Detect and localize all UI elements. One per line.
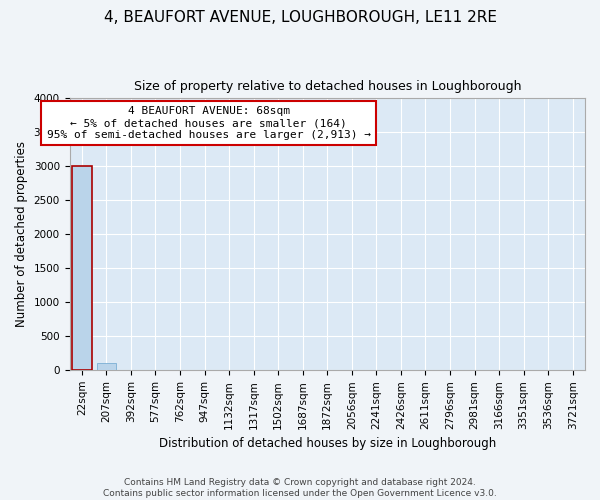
Y-axis label: Number of detached properties: Number of detached properties [15, 142, 28, 328]
Text: 4, BEAUFORT AVENUE, LOUGHBOROUGH, LE11 2RE: 4, BEAUFORT AVENUE, LOUGHBOROUGH, LE11 2… [104, 10, 497, 25]
Text: Contains HM Land Registry data © Crown copyright and database right 2024.
Contai: Contains HM Land Registry data © Crown c… [103, 478, 497, 498]
Bar [72, 166, 92, 370]
Title: Size of property relative to detached houses in Loughborough: Size of property relative to detached ho… [134, 80, 521, 93]
X-axis label: Distribution of detached houses by size in Loughborough: Distribution of detached houses by size … [158, 437, 496, 450]
Text: 4 BEAUFORT AVENUE: 68sqm
← 5% of detached houses are smaller (164)
95% of semi-d: 4 BEAUFORT AVENUE: 68sqm ← 5% of detache… [47, 106, 371, 140]
Bar [97, 364, 116, 370]
